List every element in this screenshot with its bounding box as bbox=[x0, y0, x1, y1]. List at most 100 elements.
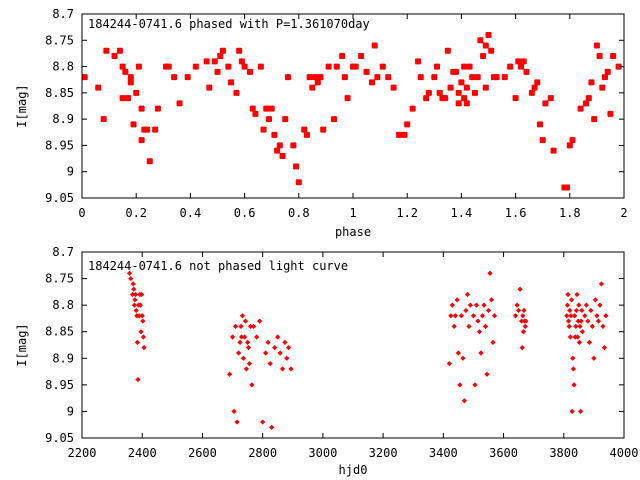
data-point bbox=[306, 74, 313, 81]
data-point bbox=[239, 313, 246, 319]
data-point bbox=[192, 63, 199, 70]
data-point bbox=[478, 350, 484, 356]
data-point bbox=[272, 345, 278, 351]
not-phased-chart-title: 184244-0741.6 not phased light curve bbox=[88, 259, 348, 273]
data-point bbox=[531, 84, 538, 91]
data-point bbox=[265, 339, 271, 345]
data-point bbox=[171, 74, 178, 81]
data-point bbox=[591, 116, 598, 123]
data-point bbox=[604, 68, 611, 75]
data-point bbox=[251, 323, 257, 329]
data-point bbox=[371, 42, 378, 49]
data-point bbox=[139, 291, 145, 298]
data-point bbox=[111, 53, 118, 60]
y-tick-label: 9 bbox=[67, 404, 74, 418]
data-point bbox=[570, 366, 577, 372]
data-point bbox=[368, 79, 375, 86]
data-point bbox=[257, 63, 264, 70]
data-point bbox=[566, 142, 573, 149]
data-point bbox=[290, 142, 297, 149]
data-point bbox=[588, 307, 594, 314]
data-point bbox=[585, 318, 591, 324]
data-point bbox=[564, 313, 570, 319]
not-phased-points bbox=[126, 270, 609, 430]
data-point bbox=[358, 53, 365, 60]
data-point bbox=[523, 68, 530, 75]
data-point bbox=[225, 63, 232, 70]
data-point bbox=[219, 47, 226, 54]
data-point bbox=[138, 329, 144, 335]
data-point bbox=[536, 121, 543, 128]
data-point bbox=[513, 313, 519, 319]
data-point bbox=[133, 307, 139, 314]
x-tick-label: 1 bbox=[349, 206, 356, 220]
not-phased-y-axis-label: I[mag] bbox=[15, 323, 29, 366]
data-point bbox=[401, 131, 408, 138]
data-point bbox=[234, 419, 240, 425]
data-point bbox=[507, 63, 514, 70]
x-tick-label: 1.4 bbox=[451, 206, 473, 220]
data-point bbox=[140, 318, 146, 324]
data-point bbox=[601, 345, 608, 351]
data-point bbox=[248, 323, 254, 329]
data-point bbox=[517, 286, 523, 292]
data-point bbox=[176, 100, 183, 107]
data-point bbox=[461, 398, 468, 404]
data-point bbox=[246, 361, 253, 367]
data-point bbox=[379, 63, 386, 70]
data-point bbox=[577, 323, 583, 329]
data-point bbox=[592, 297, 598, 303]
y-tick-label: 9.05 bbox=[45, 431, 74, 445]
data-point bbox=[245, 345, 252, 351]
data-point bbox=[463, 100, 470, 107]
data-point bbox=[479, 313, 486, 319]
data-point bbox=[575, 334, 581, 340]
data-point bbox=[404, 121, 411, 128]
data-point bbox=[269, 424, 275, 430]
phased-y-ticks: 8.7 8.75 8.8 8.85 8.9 8.95 9 9.05 bbox=[45, 7, 624, 205]
data-point bbox=[231, 408, 237, 415]
data-point bbox=[485, 32, 492, 39]
x-tick-label: 3800 bbox=[549, 446, 578, 460]
data-point bbox=[484, 371, 490, 377]
data-point bbox=[607, 110, 614, 117]
phased-plot-frame bbox=[81, 13, 625, 199]
data-point bbox=[516, 307, 522, 314]
y-tick-label: 8.9 bbox=[52, 112, 74, 126]
data-point bbox=[466, 63, 473, 70]
data-point bbox=[571, 382, 577, 388]
data-point bbox=[81, 74, 88, 81]
data-point bbox=[490, 339, 496, 345]
data-point bbox=[455, 350, 461, 356]
data-point bbox=[512, 95, 519, 102]
data-point bbox=[279, 152, 286, 159]
x-tick-label: 4000 bbox=[610, 446, 639, 460]
data-point bbox=[520, 313, 526, 319]
data-point bbox=[243, 366, 250, 372]
data-point bbox=[480, 53, 487, 60]
y-tick-label: 8.75 bbox=[45, 272, 74, 286]
data-point bbox=[257, 318, 263, 324]
data-point bbox=[385, 74, 392, 81]
data-point bbox=[482, 84, 489, 91]
data-point bbox=[481, 302, 487, 308]
y-tick-label: 8.85 bbox=[45, 86, 74, 100]
phased-y-axis-label: I[mag] bbox=[15, 84, 29, 127]
y-tick-label: 8.8 bbox=[52, 298, 74, 312]
data-point bbox=[449, 302, 455, 308]
data-point bbox=[284, 74, 291, 81]
phased-x-axis-label: phase bbox=[335, 225, 371, 239]
data-point bbox=[458, 313, 464, 319]
data-point bbox=[127, 79, 134, 86]
data-point bbox=[463, 84, 470, 91]
data-point bbox=[240, 355, 246, 361]
data-point bbox=[129, 291, 136, 298]
data-point bbox=[491, 313, 498, 319]
y-tick-label: 8.9 bbox=[52, 351, 74, 365]
not-phased-x-axis-label: hjd0 bbox=[339, 463, 368, 477]
x-tick-label: 0 bbox=[78, 206, 85, 220]
data-point bbox=[100, 116, 107, 123]
data-point bbox=[570, 355, 576, 361]
data-point bbox=[95, 84, 102, 91]
data-point bbox=[134, 339, 141, 345]
